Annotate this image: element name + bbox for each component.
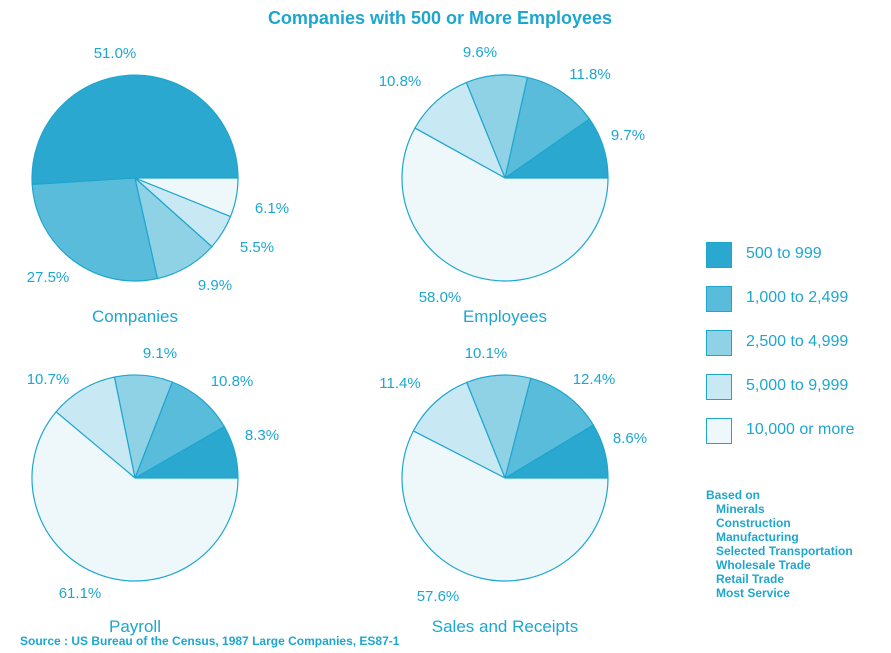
pie-slice bbox=[412, 381, 507, 480]
chart-subtitle: Companies with 500 or More Employees bbox=[267, 8, 613, 28]
legend-item: 10,000 or more bbox=[706, 416, 891, 446]
legend-item: 500 to 999 bbox=[706, 240, 891, 270]
slice-value-label: 58.0% bbox=[419, 289, 462, 306]
basis-heading: Based on bbox=[706, 488, 761, 502]
legend-swatch bbox=[706, 418, 732, 444]
legend-item: 5,000 to 9,999 bbox=[706, 372, 891, 402]
slice-value-label: 57.6% bbox=[417, 588, 460, 605]
slice-value-label: 9.9% bbox=[198, 277, 232, 294]
slice-value-label: 8.6% bbox=[613, 430, 647, 447]
pie-slice bbox=[133, 381, 226, 480]
basis-note: Based on Minerals Construction Manufactu… bbox=[706, 488, 853, 600]
basis-item: Manufacturing bbox=[716, 530, 799, 544]
pie-title: Employees bbox=[463, 307, 547, 326]
slice-value-label: 10.8% bbox=[379, 73, 422, 90]
basis-item: Selected Transportation bbox=[716, 544, 853, 558]
slice-value-label: 11.8% bbox=[569, 66, 610, 83]
slice-value-label: 6.1% bbox=[255, 200, 289, 217]
pie-slice bbox=[504, 377, 595, 480]
basis-item: Construction bbox=[716, 516, 791, 530]
slice-value-label: 11.4% bbox=[379, 375, 420, 392]
slice-value-label: 61.1% bbox=[59, 585, 102, 602]
slice-value-label: 10.8% bbox=[211, 373, 254, 390]
basis-item: Most Service bbox=[716, 586, 791, 600]
basis-item: Retail Trade bbox=[716, 572, 785, 586]
slice-value-label: 10.7% bbox=[27, 371, 70, 388]
legend-swatch bbox=[706, 330, 732, 356]
pie-slice bbox=[31, 177, 159, 282]
legend-label: 5,000 to 9,999 bbox=[746, 377, 849, 394]
slice-value-label: 10.1% bbox=[465, 345, 508, 362]
source-note: Source : US Bureau of the Census, 1987 L… bbox=[20, 634, 400, 648]
pie-slice bbox=[504, 76, 591, 180]
legend-label: 10,000 or more bbox=[746, 421, 855, 438]
pie-slice bbox=[31, 411, 239, 582]
pie-title: Sales and Receipts bbox=[432, 617, 578, 636]
basis-item: Wholesale Trade bbox=[716, 558, 811, 572]
legend-label: 2,500 to 4,999 bbox=[746, 333, 849, 350]
legend-label: 1,000 to 2,499 bbox=[746, 289, 849, 306]
legend-swatch bbox=[706, 242, 732, 268]
legend-label: 500 to 999 bbox=[746, 245, 822, 262]
slice-value-label: 5.5% bbox=[240, 239, 274, 256]
slice-value-label: 9.7% bbox=[611, 127, 645, 144]
pie-title: Companies bbox=[92, 307, 178, 326]
pie-slice bbox=[401, 430, 609, 582]
pie-title: Payroll bbox=[109, 617, 161, 636]
legend-swatch bbox=[706, 286, 732, 312]
legend-swatch bbox=[706, 374, 732, 400]
pie-slice bbox=[55, 376, 136, 480]
slice-value-label: 9.1% bbox=[143, 345, 177, 362]
slice-value-label: 9.6% bbox=[463, 44, 497, 61]
slice-value-label: 12.4% bbox=[573, 371, 616, 388]
slice-value-label: 51.0% bbox=[94, 45, 137, 62]
pie-slice bbox=[134, 177, 239, 218]
legend-item: 2,500 to 4,999 bbox=[706, 328, 891, 358]
basis-item: Minerals bbox=[716, 502, 765, 516]
pie-slice bbox=[31, 74, 239, 186]
legend-item: 1,000 to 2,499 bbox=[706, 284, 891, 314]
pie-slice bbox=[401, 127, 609, 282]
pie-slice bbox=[414, 81, 507, 180]
slice-value-label: 27.5% bbox=[27, 269, 70, 286]
slice-value-label: 8.3% bbox=[245, 427, 279, 444]
